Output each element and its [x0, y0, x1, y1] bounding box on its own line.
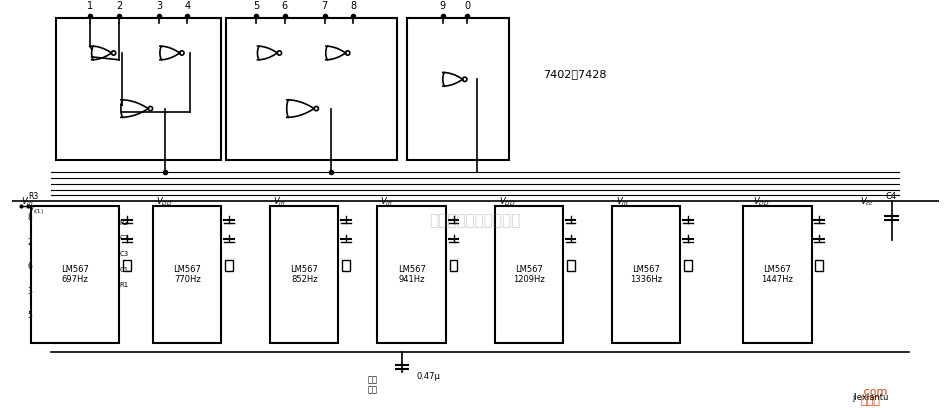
Text: R1: R1	[119, 282, 128, 288]
Text: LM567
770Hz: LM567 770Hz	[173, 265, 202, 284]
Text: 8: 8	[350, 1, 356, 11]
Text: 3: 3	[156, 1, 162, 11]
Bar	[31, 206, 119, 343]
Text: $V_{in}$: $V_{in}$	[273, 195, 285, 208]
Text: C1: C1	[119, 266, 128, 273]
Bar	[378, 206, 446, 343]
Text: LM567
852Hz: LM567 852Hz	[290, 265, 319, 284]
Bar	[567, 260, 574, 271]
Text: $V_{in}$: $V_{in}$	[616, 195, 630, 208]
Text: 9: 9	[439, 1, 446, 11]
Bar	[450, 260, 457, 271]
Text: 杭州将睿科技有限公司: 杭州将睿科技有限公司	[430, 213, 520, 228]
Bar	[815, 260, 824, 271]
Text: LM567
1447Hz: LM567 1447Hz	[762, 265, 793, 284]
Text: LM567
697Hz: LM567 697Hz	[61, 265, 89, 284]
Bar	[407, 18, 509, 160]
Text: 2: 2	[28, 238, 32, 247]
Bar	[611, 206, 680, 343]
Text: C3: C3	[119, 251, 128, 257]
Bar	[270, 206, 339, 343]
Bar	[684, 260, 691, 271]
Text: 接线图: 接线图	[861, 396, 881, 406]
Text: 4: 4	[184, 1, 190, 11]
Text: 1: 1	[87, 1, 93, 11]
Text: 0.47μ: 0.47μ	[417, 373, 440, 381]
Text: R2: R2	[119, 220, 128, 226]
Text: $V_{cc}$: $V_{cc}$	[861, 195, 875, 208]
Text: 6: 6	[28, 262, 32, 271]
Text: .com: .com	[861, 387, 887, 397]
Text: 7402或7428: 7402或7428	[543, 69, 607, 80]
Text: C4: C4	[886, 192, 897, 201]
Text: 2: 2	[116, 1, 122, 11]
Text: 5: 5	[253, 1, 260, 11]
Text: $V_{DD}$: $V_{DD}$	[753, 195, 769, 208]
Bar	[123, 260, 130, 271]
Text: 8: 8	[28, 213, 32, 222]
Text: jlexiantu: jlexiantu	[852, 393, 889, 402]
Text: $V_{DD}$: $V_{DD}$	[156, 195, 172, 208]
Bar	[342, 260, 350, 271]
Text: 5: 5	[28, 311, 32, 320]
Text: 0: 0	[464, 1, 471, 11]
Text: LM567
1336Hz: LM567 1336Hz	[630, 265, 662, 284]
Text: $V_{DD}$: $V_{DD}$	[499, 195, 515, 208]
Text: 7: 7	[321, 1, 328, 11]
Bar	[495, 206, 563, 343]
Text: 6: 6	[281, 1, 288, 11]
Bar	[225, 260, 233, 271]
Text: 3: 3	[28, 286, 32, 295]
Text: $V_{in}$: $V_{in}$	[22, 195, 34, 208]
Text: R3: R3	[29, 192, 38, 201]
Text: LM567
941Hz: LM567 941Hz	[398, 265, 425, 284]
Text: C2: C2	[119, 235, 128, 241]
Text: LM567
1209Hz: LM567 1209Hz	[513, 265, 545, 284]
Bar	[744, 206, 811, 343]
Text: 输入
信号: 输入 信号	[368, 375, 378, 394]
Text: $V_{i(1)}$: $V_{i(1)}$	[29, 203, 44, 217]
Bar	[226, 18, 397, 160]
Text: $V_{in}$: $V_{in}$	[380, 195, 393, 208]
Bar	[153, 206, 222, 343]
Bar	[55, 18, 222, 160]
